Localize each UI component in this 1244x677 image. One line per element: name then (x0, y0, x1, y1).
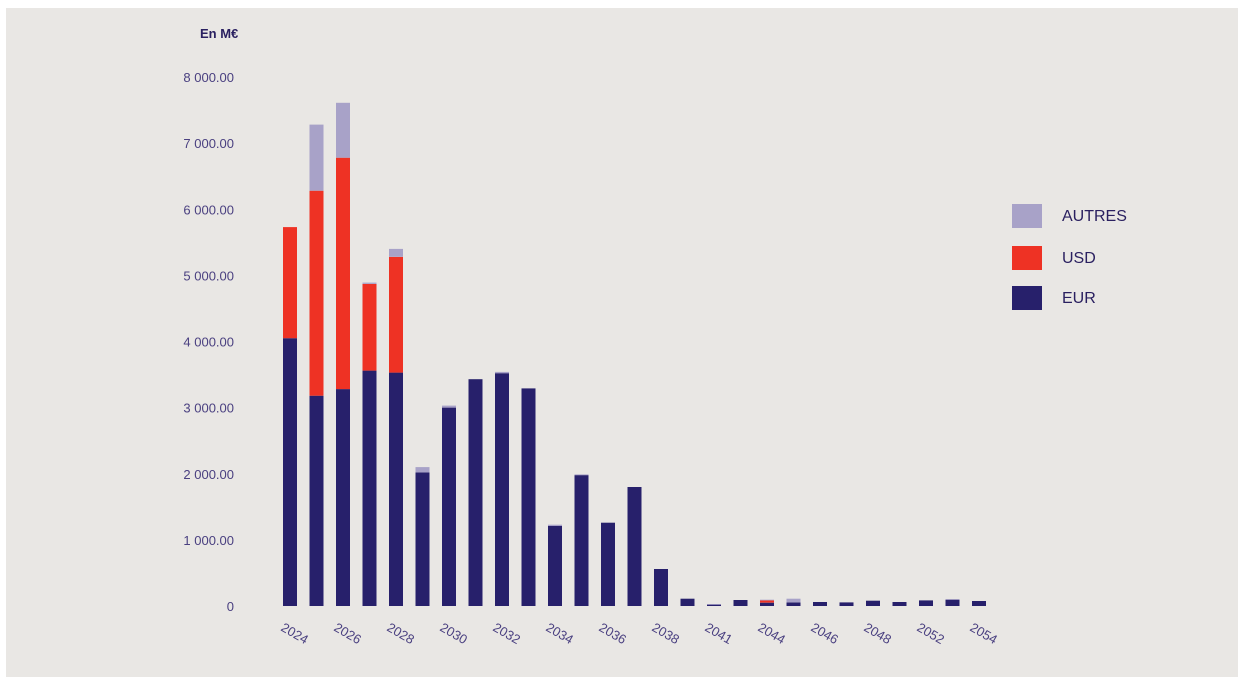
y-axis: 0 1 000.00 2 000.00 3 000.00 4 000.00 5 000.0… (183, 70, 234, 614)
legend-label-eur: EUR (1062, 290, 1096, 307)
bar-segment-eur-2034 (548, 526, 562, 606)
legend-label-usd: USD (1062, 250, 1096, 267)
bar-segment-autres-2041 (707, 604, 721, 605)
y-tick-label: 3 000.00 (183, 401, 234, 416)
bar-segment-usd-2027 (362, 284, 377, 371)
bar-segment-autres-2029 (415, 467, 430, 473)
y-tick-label: 2 000.00 (183, 467, 234, 482)
bar-segment-eur-2032 (495, 373, 509, 606)
bar-segment-usd-2028 (389, 256, 403, 373)
bar-segment-eur-2052 (919, 600, 933, 606)
chart-panel: En M€ 0 1 000.00 2 000.00 3 000.00 4 000.00 5… (6, 8, 1238, 677)
bar-segment-usd-2044 (760, 600, 774, 603)
y-tick-label: 0 (227, 599, 234, 614)
bar-segment-usd-2025 (309, 190, 324, 396)
y-tick-label: 6 000.00 (183, 202, 234, 217)
bar-segment-autres-2027 (362, 282, 377, 284)
bar-segment-eur-2037 (627, 487, 642, 606)
bar-segment-eur-2035 (574, 475, 589, 606)
x-tick-label: 2046 (809, 620, 842, 647)
x-tick-label: 2044 (756, 620, 789, 647)
legend: AUTRES USD EUR (1012, 204, 1127, 310)
x-tick-label: 2052 (915, 620, 948, 647)
x-tick-label: 2028 (385, 620, 418, 647)
x-tick-label: 2054 (968, 620, 1001, 647)
bar-segment-eur-2028 (389, 372, 403, 606)
bar-segment-eur-2042 (733, 600, 748, 606)
bar-segment-eur-2054 (972, 601, 986, 606)
y-tick-label: 7 000.00 (183, 136, 234, 151)
x-tick-label: 2034 (544, 620, 577, 647)
y-tick-label: 8 000.00 (183, 70, 234, 85)
stacked-bar-chart: En M€ 0 1 000.00 2 000.00 3 000.00 4 000.00 5… (183, 26, 1127, 647)
bar-segment-eur-2038 (654, 569, 668, 606)
bar-segment-autres-2025 (309, 124, 324, 191)
bar-segment-eur-2025 (309, 395, 324, 606)
bar-segment-autres-2028 (389, 248, 403, 257)
bar-segment-eur-2026 (336, 389, 350, 606)
bar-segment-autres-2044 (760, 599, 774, 601)
x-tick-label: 2032 (491, 620, 524, 647)
legend-swatch-autres (1012, 204, 1042, 228)
y-tick-label: 5 000.00 (183, 268, 234, 283)
bar-segment-eur-2048 (866, 600, 880, 606)
bar-segment-eur-2044 (760, 602, 774, 606)
bar-segment-eur-2049 (892, 602, 907, 606)
bar-segment-autres-2032 (495, 371, 509, 374)
x-tick-label: 2038 (650, 620, 683, 647)
x-tick-label: 2048 (862, 620, 895, 647)
y-tick-label: 1 000.00 (183, 533, 234, 548)
bar-segment-eur-2027 (362, 370, 377, 606)
bar-segment-eur-2033 (521, 388, 536, 606)
x-tick-label: 2030 (438, 620, 471, 647)
bar-segment-autres-2034 (548, 524, 562, 526)
bar-segment-eur-2030 (442, 407, 456, 606)
bar-segment-autres-2030 (442, 405, 456, 408)
x-tick-label: 2024 (279, 620, 312, 647)
legend-label-autres: AUTRES (1062, 208, 1127, 225)
bar-segment-eur-2031 (468, 379, 483, 606)
bar-segment-autres-2026 (336, 102, 350, 158)
bar-segment-autres-2045 (786, 598, 801, 603)
bar-segment-usd-2024 (283, 227, 297, 339)
bar-segment-eur-2041 (707, 604, 721, 606)
x-tick-label: 2041 (703, 620, 736, 647)
bar-segment-eur-2045 (786, 602, 801, 606)
x-axis: 2024 2026 2028 2030 2032 2034 2036 2038 2041 2044… (279, 620, 1001, 647)
bar-segment-usd-2026 (336, 157, 350, 390)
x-tick-label: 2036 (597, 620, 630, 647)
bar-segment-autres-2035 (574, 474, 589, 476)
bar-segment-eur-2024 (283, 338, 297, 606)
bars (283, 102, 986, 606)
unit-label: En M€ (200, 26, 238, 41)
bar-segment-eur-2039 (680, 598, 695, 606)
bar-segment-eur-2047 (839, 602, 854, 606)
legend-swatch-usd (1012, 246, 1042, 270)
bar-segment-eur-2046 (813, 602, 827, 606)
bar-segment-eur-2036 (601, 522, 615, 606)
bar-segment-eur-2053 (945, 599, 960, 606)
bar-segment-autres-2053 (945, 599, 960, 600)
legend-swatch-eur (1012, 286, 1042, 310)
bar-segment-eur-2029 (415, 472, 430, 606)
x-tick-label: 2026 (332, 620, 365, 647)
y-tick-label: 4 000.00 (183, 335, 234, 350)
